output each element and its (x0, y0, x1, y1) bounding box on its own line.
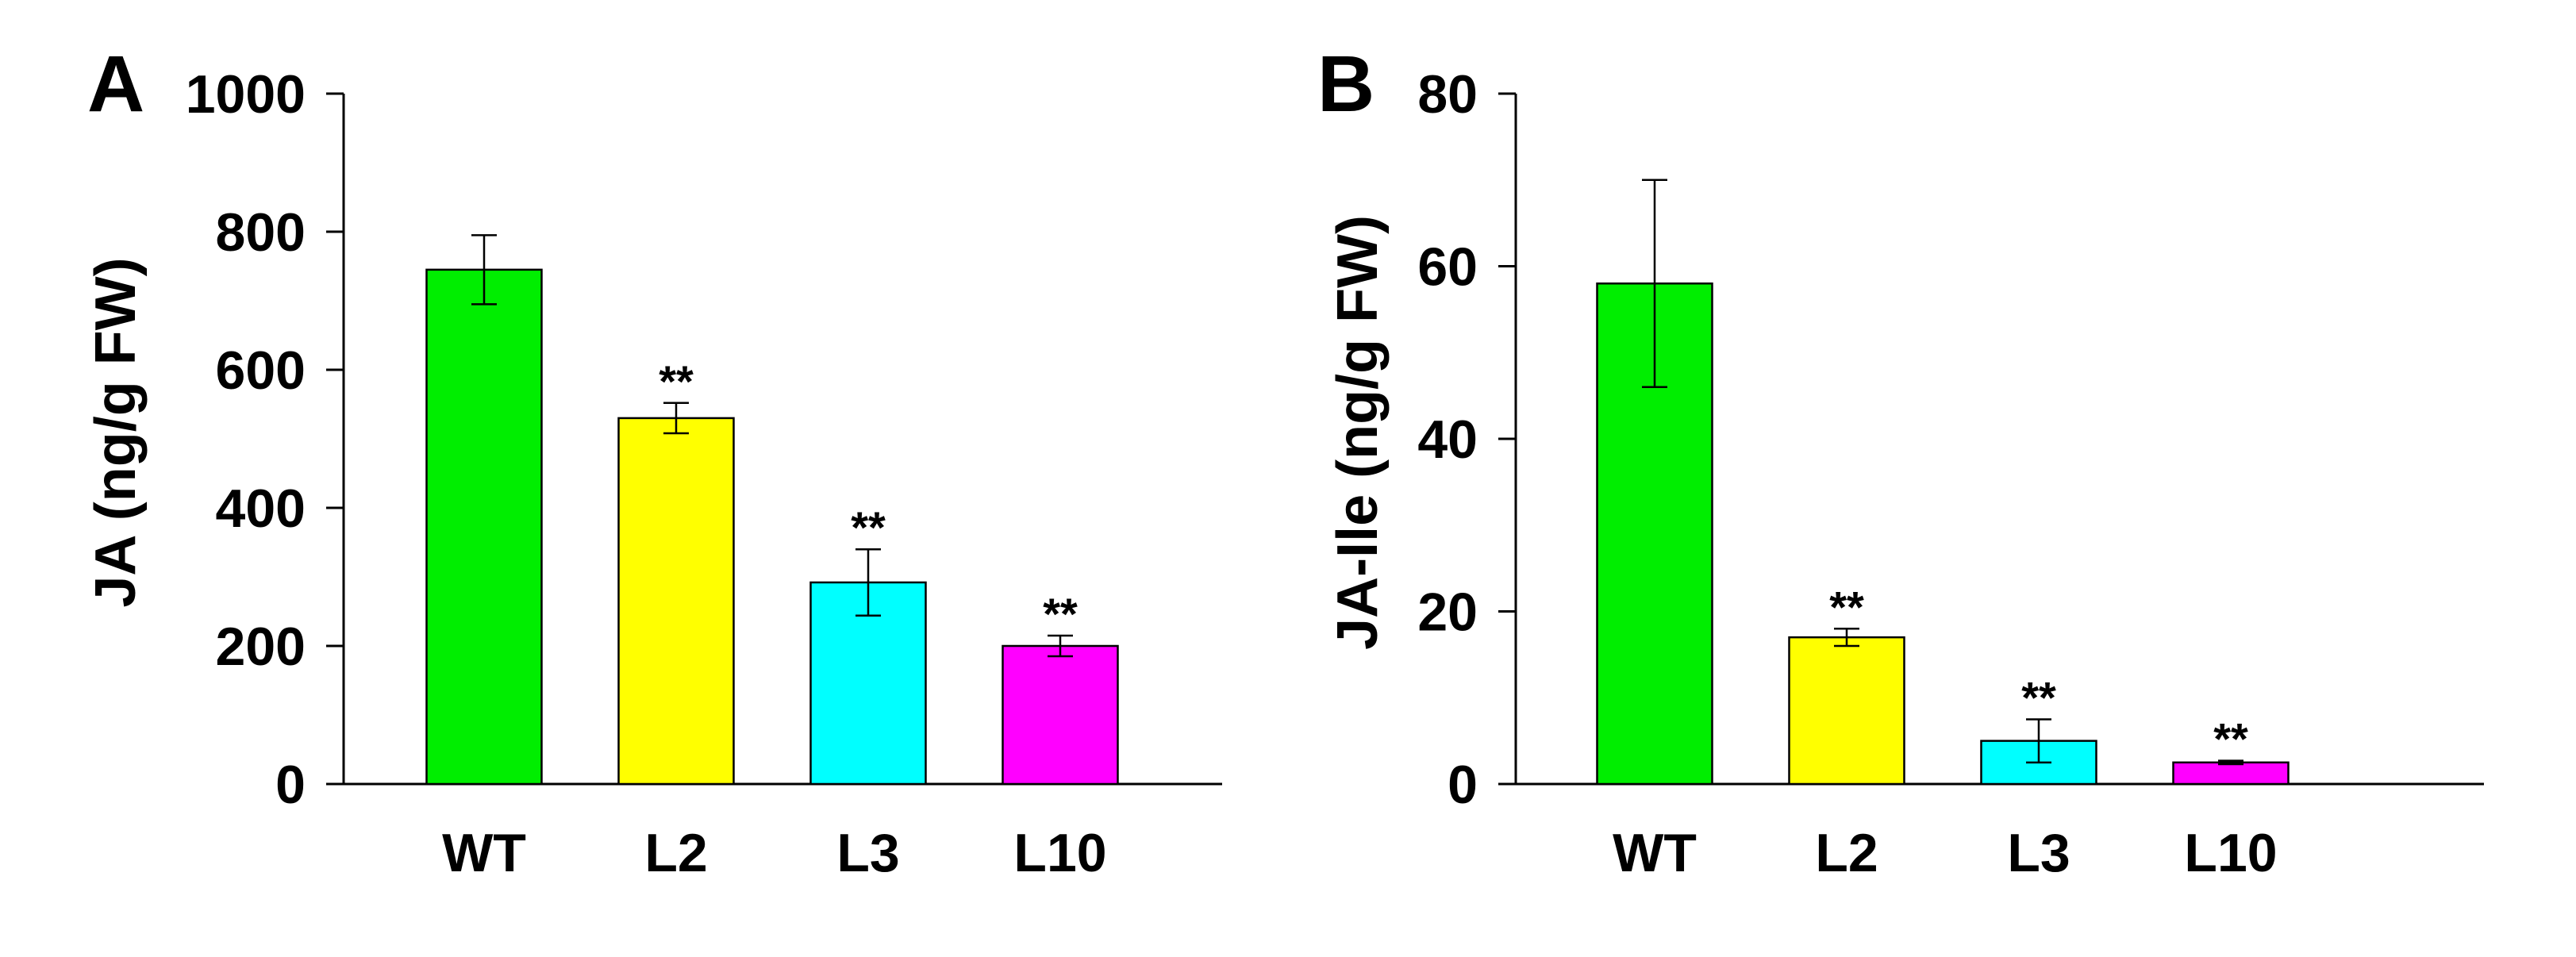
bar-l10 (2172, 761, 2290, 786)
y-tick-label: 20 (1417, 582, 1478, 643)
y-tick-label: 800 (216, 202, 306, 263)
significance-marker-l3: ** (851, 502, 886, 552)
x-tick-label-l2: L2 (1815, 823, 1878, 883)
y-tick-label: 1000 (186, 64, 306, 125)
significance-marker-l2: ** (1829, 582, 1864, 632)
x-tick-label-l3: L3 (2007, 823, 2070, 883)
chart-panel-b: B JA-Ile (ng/g FW) 0 20 40 60 80 WT ** L2 ** L3 **… (1317, 40, 2484, 883)
y-tick-label: 0 (275, 755, 306, 815)
y-tick-label: 200 (216, 617, 306, 677)
y-tick-label: 40 (1417, 409, 1478, 470)
x-tick-label-wt: WT (1613, 823, 1697, 883)
y-tick-label: 600 (216, 340, 306, 401)
y-tick-label: 60 (1417, 237, 1478, 298)
bar-l10 (1002, 644, 1119, 786)
bar-l2 (617, 417, 735, 786)
significance-marker-l2: ** (659, 356, 694, 406)
bar-l2 (1788, 636, 1905, 786)
x-tick-label-l10: L10 (1013, 823, 1106, 883)
chart-panel-a: A JA (ng/g FW) 0 200 400 600 800 1000 WT ** L2 **… (84, 40, 1222, 883)
y-tick-label: 0 (1448, 755, 1478, 815)
x-tick-label-l2: L2 (644, 823, 707, 883)
x-tick-label-wt: WT (442, 823, 526, 883)
significance-marker-l10: ** (2213, 714, 2248, 764)
y-axis-title: JA (ng/g FW) (84, 257, 148, 607)
x-tick-label-l10: L10 (2184, 823, 2277, 883)
y-axis-title: JA-Ile (ng/g FW) (1326, 215, 1390, 650)
panel-label: A (87, 40, 144, 129)
bar-wt (425, 268, 543, 786)
y-tick-label: 400 (216, 478, 306, 539)
significance-marker-l3: ** (2021, 672, 2056, 722)
y-tick-label: 80 (1417, 64, 1478, 125)
significance-marker-l10: ** (1043, 589, 1078, 639)
panel-label: B (1317, 40, 1375, 129)
x-tick-label-l3: L3 (836, 823, 899, 883)
